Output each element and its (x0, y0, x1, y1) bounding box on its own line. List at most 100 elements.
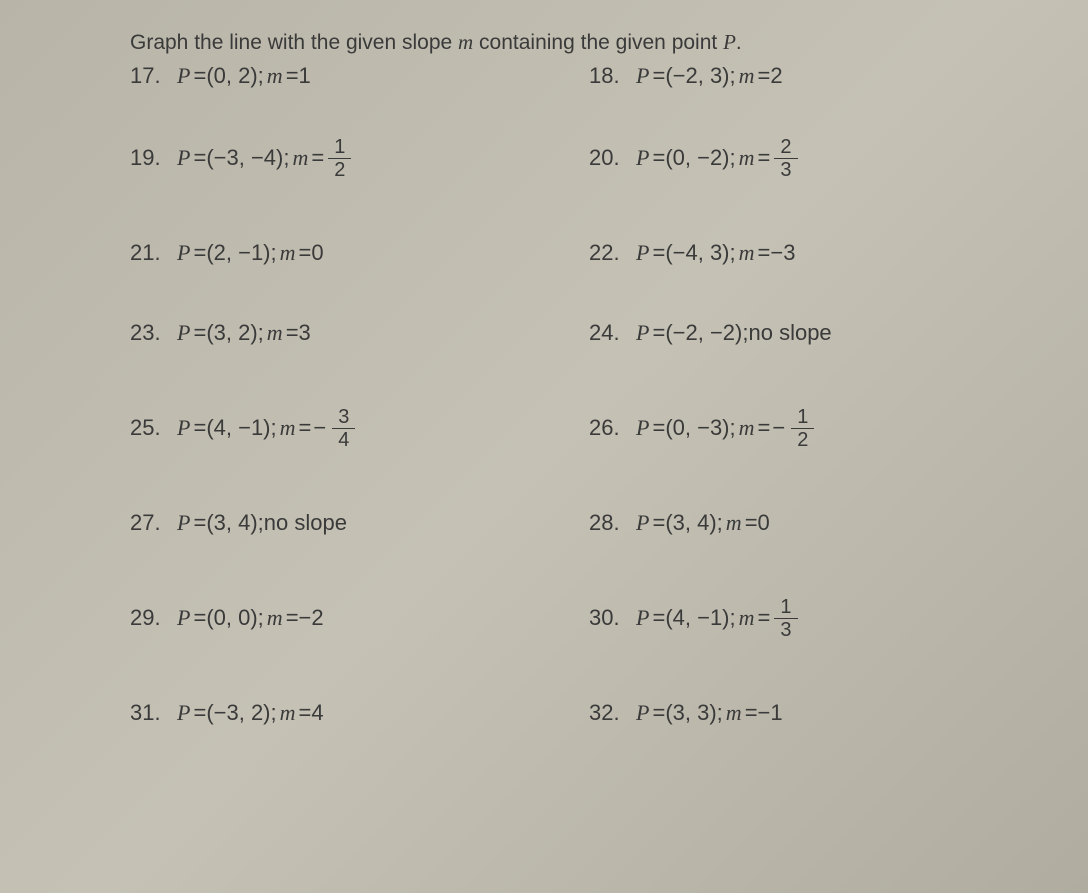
problem-item: 21. P = (2, −1); m = 0 (130, 213, 529, 293)
problem-content: P = (3, 3); m = −1 (633, 700, 783, 726)
problem-number: 20. (589, 145, 625, 171)
point-value: (0, 0) (206, 605, 257, 631)
fraction-denominator: 2 (328, 159, 351, 181)
var-m: m (280, 415, 296, 441)
slope-value: −1 (758, 700, 783, 726)
slope-value: 1 (299, 63, 311, 89)
problem-number: 25. (130, 415, 166, 441)
var-m: m (726, 510, 742, 536)
point-value: (4, −1) (206, 415, 270, 441)
equals: = (652, 415, 665, 441)
var-p: P (636, 415, 649, 441)
problem-number: 31. (130, 700, 166, 726)
var-p: P (636, 240, 649, 266)
problem-content: P = (0, −3); m = −12 (633, 406, 818, 451)
problem-item: 20.P = (0, −2); m = 23 (589, 103, 988, 213)
point-value: (3, 3) (665, 700, 716, 726)
equals: = (652, 605, 665, 631)
var-p: P (636, 145, 649, 171)
problem-content: P = (−4, 3); m = −3 (633, 240, 795, 266)
equals: = (652, 145, 665, 171)
fraction: 13 (774, 596, 797, 641)
equals: = (286, 63, 299, 89)
var-p: P (177, 700, 190, 726)
point-value: (0, −3) (665, 415, 729, 441)
problem-content: P = (−2, −2); no slope (633, 320, 832, 346)
problem-sep: ; (258, 605, 264, 631)
equals: = (652, 320, 665, 346)
var-p: P (636, 700, 649, 726)
equals: = (758, 605, 771, 631)
equals: = (193, 240, 206, 266)
slope-value: 4 (311, 700, 323, 726)
problem-item: 22. P = (−4, 3); m = −3 (589, 213, 988, 293)
problem-sep: ; (730, 145, 736, 171)
equals: = (758, 240, 771, 266)
fraction-numerator: 3 (332, 406, 355, 429)
equals: = (193, 145, 206, 171)
problem-item: 24.P = (−2, −2); no slope (589, 293, 988, 373)
problem-item: 28.P = (3, 4); m = 0 (589, 483, 988, 563)
equals: = (652, 510, 665, 536)
problem-item: 31.P = (−3, 2); m = 4 (130, 673, 529, 753)
var-p: P (177, 240, 190, 266)
var-m: m (280, 700, 296, 726)
var-m: m (739, 415, 755, 441)
var-p: P (636, 63, 649, 89)
slope-value: 3 (299, 320, 311, 346)
problem-item: 25. P = (4, −1); m = −34 (130, 373, 529, 483)
minus-sign: − (772, 415, 785, 441)
equals: = (745, 700, 758, 726)
equals: = (286, 605, 299, 631)
problem-sep: ; (258, 63, 264, 89)
instruction-text: Graph the line with the given slope m co… (130, 30, 988, 55)
problem-content: P = (3, 4); no slope (174, 510, 347, 536)
problem-sep: ; (730, 605, 736, 631)
fraction: 34 (332, 406, 355, 451)
instruction-prefix: Graph the line with the given slope (130, 31, 458, 54)
var-p: P (177, 605, 190, 631)
var-m: m (267, 320, 283, 346)
problem-content: P = (3, 2); m = 3 (174, 320, 311, 346)
point-value: (3, 4) (665, 510, 716, 536)
problem-number: 22. (589, 240, 625, 266)
problem-item: 29.P = (0, 0); m = −2 (130, 563, 529, 673)
problem-content: P = (0, 0); m = −2 (174, 605, 324, 631)
problem-item: 27.P = (3, 4); no slope (130, 483, 529, 563)
var-p: P (636, 605, 649, 631)
problem-sep: ; (271, 700, 277, 726)
problem-sep: ; (730, 415, 736, 441)
point-value: (−3, 2) (206, 700, 270, 726)
var-p: P (636, 510, 649, 536)
point-value: (3, 4) (206, 510, 257, 536)
fraction-denominator: 2 (791, 429, 814, 451)
slope-value: 0 (311, 240, 323, 266)
problem-item: 30.P = (4, −1); m = 13 (589, 563, 988, 673)
equals: = (193, 605, 206, 631)
problem-item: 18.P = (−2, 3); m = 2 (589, 63, 988, 103)
var-p: P (177, 145, 190, 171)
point-value: (3, 2) (206, 320, 257, 346)
problem-content: P = (−3, −4); m = 12 (174, 136, 355, 181)
var-m: m (292, 145, 308, 171)
problem-sep: ; (271, 240, 277, 266)
equals: = (652, 63, 665, 89)
no-slope-text: no slope (264, 510, 347, 536)
equals: = (758, 145, 771, 171)
problem-number: 21. (130, 240, 166, 266)
page-container: Graph the line with the given slope m co… (130, 30, 988, 753)
equals: = (299, 415, 312, 441)
var-m: m (267, 605, 283, 631)
problem-item: 19.P = (−3, −4); m = 12 (130, 103, 529, 213)
point-value: (2, −1) (206, 240, 270, 266)
problem-content: P = (3, 4); m = 0 (633, 510, 770, 536)
fraction-numerator: 1 (328, 136, 351, 159)
slope-value: 2 (770, 63, 782, 89)
equals: = (286, 320, 299, 346)
problem-content: P = (4, −1); m = −34 (174, 406, 359, 451)
problem-content: P = (2, −1); m = 0 (174, 240, 324, 266)
problem-sep: ; (717, 700, 723, 726)
instruction-middle: containing the given point (473, 31, 723, 54)
equals: = (193, 415, 206, 441)
var-p: P (177, 415, 190, 441)
